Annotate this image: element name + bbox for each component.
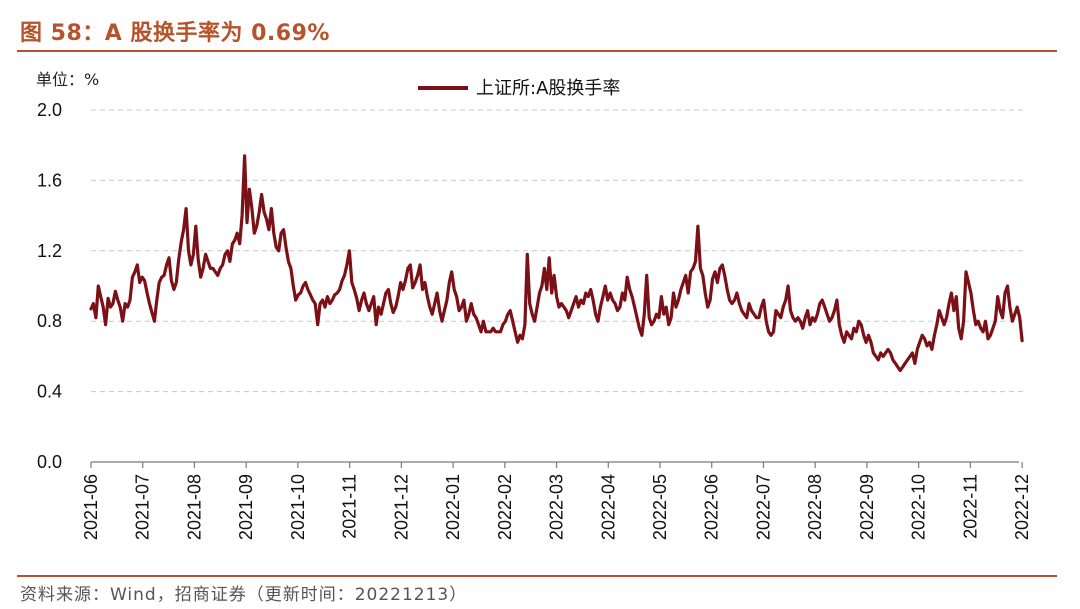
source-note: 资料来源：Wind，招商证券（更新时间：20221213）: [20, 585, 468, 605]
x-tick-label: 2022-09: [857, 474, 877, 540]
x-tick-label: 2022-03: [547, 474, 567, 540]
x-tick-label: 2021-11: [340, 474, 360, 539]
x-tick-label: 2021-09: [236, 474, 256, 540]
y-tick-label: 0.4: [37, 382, 62, 402]
chart-title: 图 58：A 股换手率为 0.69%: [20, 21, 330, 46]
series-line: [89, 154, 1024, 373]
x-tick-label: 2021-07: [133, 474, 153, 540]
x-tick-label: 2022-08: [805, 474, 825, 540]
x-tick-label: 2022-07: [753, 474, 773, 540]
y-axis: 0.0 0.4 0.8 1.2 1.6 2.0: [37, 100, 62, 472]
y-tick-label: 1.6: [37, 170, 62, 190]
x-tick-label: 2022-12: [1012, 474, 1032, 540]
x-tick-label: 2022-04: [598, 474, 618, 540]
x-tick-label: 2022-05: [650, 474, 670, 540]
series-layer: [89, 154, 1024, 373]
footer-divider: [17, 575, 1057, 577]
x-tick-label: 2021-08: [184, 474, 204, 540]
x-axis: 2021-06 2021-07 2021-08 2021-09 2021-10 2021-…: [81, 461, 1032, 540]
x-tick-label: 2022-02: [495, 474, 515, 540]
x-tick-label: 2022-10: [909, 474, 929, 540]
x-tick-label: 2022-06: [702, 474, 722, 540]
y-tick-label: 1.2: [37, 241, 62, 261]
x-tick-label: 2022-11: [960, 474, 980, 539]
legend: 上证所:A股换手率: [418, 78, 620, 99]
title-divider: [17, 50, 1057, 52]
unit-label: 单位：%: [36, 70, 100, 89]
x-tick-label: 2021-06: [81, 474, 101, 540]
legend-label: 上证所:A股换手率: [476, 78, 620, 99]
y-tick-label: 0.8: [37, 311, 62, 331]
x-tick-label: 2021-12: [391, 474, 411, 540]
x-tick-label: 2022-01: [443, 474, 463, 540]
y-tick-label: 0.0: [37, 452, 62, 472]
x-tick-label: 2021-10: [288, 474, 308, 540]
y-tick-label: 2.0: [37, 100, 62, 120]
